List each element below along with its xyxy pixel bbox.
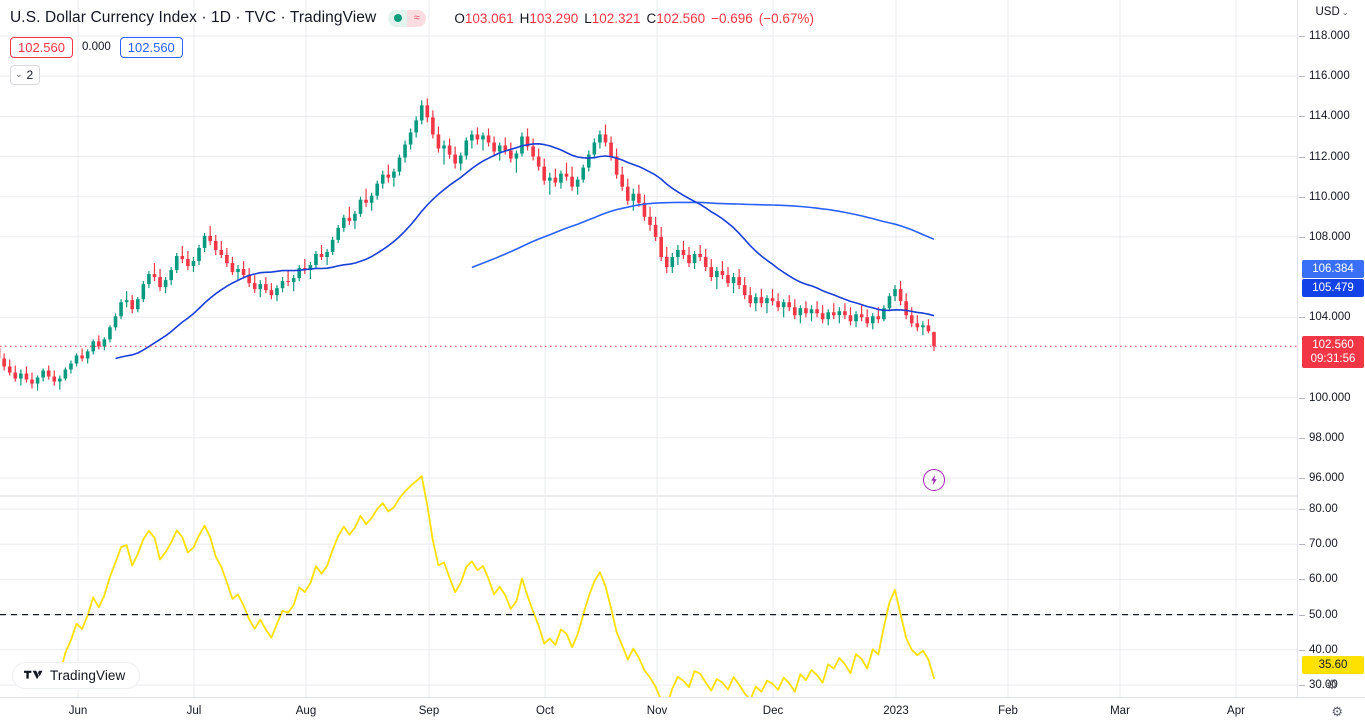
time-scale-settings-icon[interactable]: ⚙ (1331, 704, 1343, 719)
price-tick-label: 104.000 (1309, 311, 1351, 324)
rsi-tick: 60.00 (1298, 571, 1365, 587)
tick-dash (1299, 76, 1305, 78)
time-scale[interactable]: Jun Jul Aug Sep Oct Nov Dec 2023 Feb Mar Apr ⚙ (0, 697, 1365, 725)
time-tick-label: Sep (418, 705, 440, 717)
rsi-tick: 70.00 (1298, 536, 1365, 552)
time-tick-label: Apr (1227, 705, 1245, 717)
price-tick-label: 100.000 (1309, 391, 1351, 404)
rsi-tick: 30.00 (1298, 677, 1365, 693)
rsi-tick: 80.00 (1298, 501, 1365, 517)
time-tick-label: Oct (536, 705, 554, 717)
price-tick-label: 118.000 (1309, 30, 1350, 42)
collapse-count-label: 2 (26, 68, 34, 82)
price-tick-label: 114.000 (1309, 110, 1350, 123)
price-tag-value: 105.479 (1312, 281, 1354, 294)
rsi-tick: 40.00 (1298, 642, 1365, 658)
tick-dash (1299, 437, 1305, 439)
time-tick-label: Jun (68, 705, 88, 717)
price-tick-label: 112.000 (1309, 150, 1350, 163)
currency-label: USD (1315, 6, 1340, 18)
price-tick: 110.000 (1298, 189, 1365, 205)
time-tick-label: Nov (646, 705, 668, 717)
price-tick: 118.000 (1298, 28, 1365, 44)
tick-dash (1299, 614, 1305, 616)
price-tick: 116.000 (1298, 68, 1365, 84)
tradingview-logo-icon (24, 670, 43, 680)
price-tick: 98.000 (1298, 430, 1365, 446)
price-tick-label: 108.000 (1309, 230, 1351, 243)
rsi-tick-label: 80.00 (1309, 503, 1338, 515)
tradingview-watermark-badge[interactable]: TradingView (12, 662, 141, 689)
price-tick-label: 96.000 (1309, 472, 1345, 484)
tick-dash (1299, 544, 1305, 546)
replay-lightning-marker[interactable] (923, 469, 945, 491)
rsi-tick-label: 50.00 (1309, 608, 1338, 621)
rsi-value-tag[interactable]: 35.60 (1302, 656, 1364, 675)
tick-dash (1299, 685, 1305, 686)
rsi-tick: 50.00 (1298, 607, 1365, 623)
chart-canvas (0, 0, 1297, 697)
price-tick: 104.000 (1298, 309, 1365, 325)
price-tag-ma-slow[interactable]: 105.479 (1302, 278, 1364, 297)
time-tick-label: 2023 (883, 705, 909, 717)
lightning-bolt-icon (931, 474, 937, 486)
collapse-indicators-button[interactable]: ⌄ 2 (10, 65, 41, 85)
price-tick: 100.000 (1298, 390, 1365, 406)
chart-plot-area[interactable] (0, 0, 1297, 697)
tick-dash (1299, 649, 1305, 651)
tradingview-watermark-label: TradingView (50, 668, 126, 683)
rsi-tick-label: 70.00 (1309, 538, 1338, 551)
price-tick: 114.000 (1298, 108, 1365, 124)
rsi-tick-label: 30.00 (1309, 679, 1338, 691)
tick-dash (1299, 236, 1305, 238)
chevron-down-icon: ⌄ (1341, 8, 1349, 17)
time-tick-label: Aug (295, 705, 317, 717)
price-tag-countdown: 09:31:56 (1310, 353, 1356, 366)
rsi-tick-label: 60.00 (1309, 573, 1338, 586)
legend-collapse-row: ⌄ 2 (10, 63, 814, 87)
price-tick-label: 116.000 (1309, 70, 1350, 83)
tick-dash (1299, 156, 1305, 158)
price-tag-ma-fast[interactable]: 106.384 (1302, 260, 1364, 279)
price-tag-value: 102.560 (1312, 339, 1354, 352)
price-tick: 108.000 (1298, 229, 1365, 245)
time-tick-label: Jul (186, 705, 202, 717)
price-tag-last-price[interactable]: 102.560 09:31:56 (1302, 336, 1364, 369)
rsi-value-tag-label: 35.60 (1318, 659, 1348, 672)
tick-dash (1299, 478, 1305, 479)
rsi-tick-label: 40.00 (1309, 643, 1338, 656)
tick-dash (1299, 317, 1305, 319)
chevron-down-icon: ⌄ (15, 68, 23, 79)
time-tick-label: Mar (1110, 705, 1130, 717)
price-scale-settings-icon[interactable]: ⚙ (1326, 677, 1338, 692)
price-tick: 96.000 (1298, 470, 1365, 486)
tick-dash (1299, 116, 1305, 118)
tick-dash (1299, 36, 1305, 37)
time-tick-label: Dec (762, 705, 784, 717)
price-tick-label: 98.000 (1309, 431, 1345, 444)
price-tick: 112.000 (1298, 149, 1365, 165)
tick-dash (1299, 397, 1305, 399)
time-tick-label: Feb (998, 705, 1018, 717)
tick-dash (1299, 509, 1305, 510)
price-tag-value: 106.384 (1312, 263, 1354, 276)
price-tick-label: 110.000 (1309, 190, 1350, 203)
currency-switch[interactable]: USD ⌄ (1298, 6, 1365, 18)
tick-dash (1299, 579, 1305, 581)
price-scale[interactable]: USD ⌄ 118.000 116.000 114.000 112.000 110.000… (1297, 0, 1365, 697)
tick-dash (1299, 196, 1305, 198)
